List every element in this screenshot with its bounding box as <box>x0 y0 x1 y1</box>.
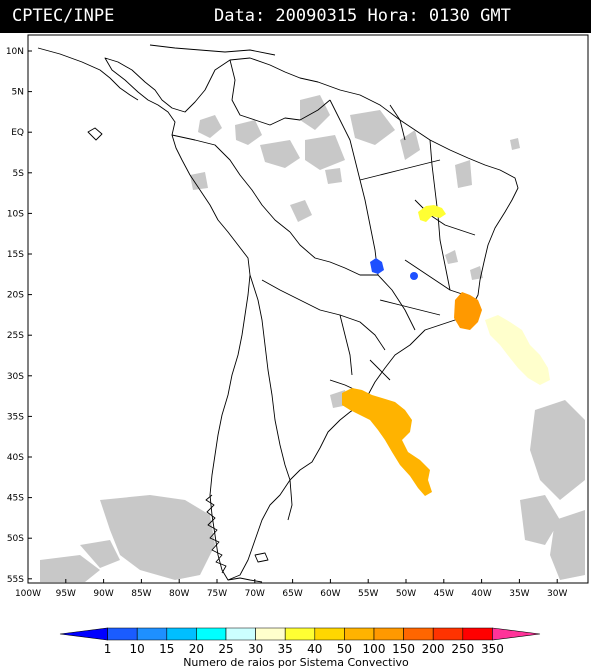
colorbar-label: 150 <box>392 642 415 656</box>
lat-label: 5N <box>12 88 24 98</box>
lon-label: 100W <box>15 589 41 599</box>
colorbar-segment <box>196 627 227 641</box>
lon-label: 95W <box>56 589 76 599</box>
lat-label: EQ <box>11 128 24 138</box>
colorbar-label: 30 <box>248 642 263 656</box>
colorbar-label: 20 <box>189 642 204 656</box>
header-date-time: Data: 20090315 Hora: 0130 GMT <box>214 6 511 26</box>
colorbar-segment <box>166 627 197 641</box>
lon-label: 70W <box>245 589 265 599</box>
lat-label: 5S <box>13 169 25 179</box>
colorbar-segment <box>136 627 168 641</box>
colorbar-label: 10 <box>130 642 145 656</box>
colorbar-segment <box>373 627 404 641</box>
colorbar-label: 15 <box>159 642 174 656</box>
lon-label: 45W <box>434 589 454 599</box>
lat-label: 35S <box>7 412 24 422</box>
colorbar-label: 40 <box>307 642 322 656</box>
lon-label: 80W <box>169 589 189 599</box>
colorbar-label: 50 <box>337 642 352 656</box>
colorbar-segment <box>225 627 256 641</box>
lat-label: 45S <box>7 494 24 504</box>
colorbar-caption: Numero de raios por Sistema Convectivo <box>183 656 409 669</box>
system-south-main <box>342 388 432 496</box>
system-central-blue-1 <box>370 258 384 274</box>
lat-label: 25S <box>7 331 24 341</box>
lon-label: 50W <box>396 589 416 599</box>
convective-systems <box>342 205 550 496</box>
latitude-axis: 10N 5N EQ 5S 10S 15S 20S 25S 30S 35S 40S 45S 50S 55S <box>6 47 32 585</box>
colorbar-label: 350 <box>481 642 504 656</box>
map-header: CPTEC/INPE Data: 20090315 Hora: 0130 GMT <box>0 0 591 33</box>
system-south-east-coast <box>454 292 482 330</box>
lat-label: 50S <box>7 534 24 544</box>
system-central-blue-2 <box>410 272 418 280</box>
lon-label: 85W <box>131 589 151 599</box>
longitude-axis: 100W 95W 90W 85W 80W 75W 70W 65W 60W 55W 50W 45W 40W… <box>15 579 567 599</box>
colorbar-label: 250 <box>451 642 474 656</box>
lon-label: 55W <box>358 589 378 599</box>
colorbar-segment <box>314 627 345 641</box>
colorbar-label: 200 <box>422 642 445 656</box>
colorbar-segment <box>462 627 493 641</box>
system-northeast <box>418 205 446 222</box>
header-source: CPTEC/INPE <box>12 6 115 26</box>
lat-label: 15S <box>7 250 24 260</box>
lon-label: 75W <box>207 589 227 599</box>
lon-label: 65W <box>282 589 302 599</box>
system-atlantic-offshore <box>485 315 550 385</box>
colorbar-segment <box>492 627 541 641</box>
map-frame <box>27 34 589 584</box>
colorbar-segment <box>284 627 316 641</box>
colorbar-segment <box>59 627 108 641</box>
lat-label: 10S <box>7 209 24 219</box>
colorbar-segment <box>107 627 138 641</box>
colorbar-label: 100 <box>363 642 386 656</box>
lat-label: 10N <box>6 47 24 57</box>
lon-label: 60W <box>320 589 340 599</box>
colorbar: 1 10 15 20 25 30 35 40 50 100 150 200 250 350 <box>59 627 541 656</box>
colorbar-segment <box>432 627 464 641</box>
cloud-cover-layer <box>40 95 585 582</box>
lon-label: 30W <box>547 589 567 599</box>
lat-label: 40S <box>7 453 24 463</box>
lat-label: 20S <box>7 291 24 301</box>
lon-label: 40W <box>471 589 491 599</box>
colorbar-label: 1 <box>104 642 112 656</box>
colorbar-segment <box>403 627 434 641</box>
colorbar-segment <box>344 627 375 641</box>
continent-outline <box>104 57 519 581</box>
colorbar-segment <box>255 627 286 641</box>
colorbar-label: 35 <box>278 642 293 656</box>
lon-label: 35W <box>509 589 529 599</box>
colorbar-label: 25 <box>218 642 233 656</box>
lon-label: 90W <box>93 589 113 599</box>
coastline-and-borders <box>37 44 519 583</box>
lat-label: 55S <box>7 575 24 585</box>
lat-label: 30S <box>7 372 24 382</box>
